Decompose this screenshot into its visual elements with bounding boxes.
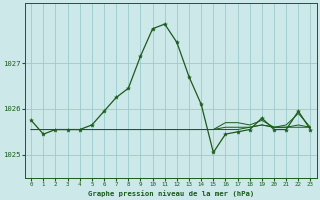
X-axis label: Graphe pression niveau de la mer (hPa): Graphe pression niveau de la mer (hPa) <box>88 190 254 197</box>
